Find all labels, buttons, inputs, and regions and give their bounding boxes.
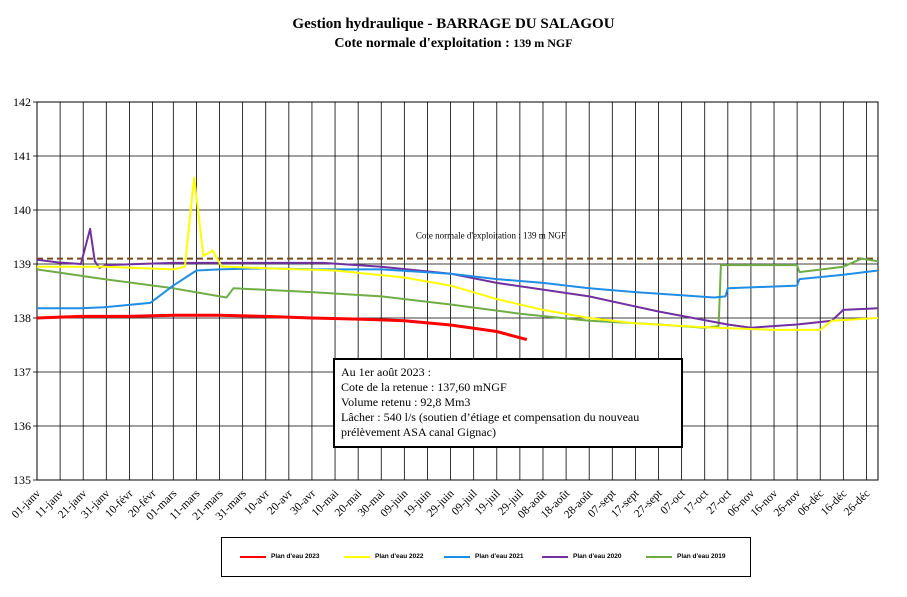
y-tick-label: 139 — [13, 257, 31, 271]
y-tick-label: 141 — [13, 149, 31, 163]
series-line — [37, 267, 879, 310]
info-line-volume: Volume retenu : 92,8 Mm3 — [341, 395, 471, 409]
y-tick-label: 142 — [13, 95, 31, 109]
y-tick-label: 138 — [13, 311, 31, 325]
x-tick-label: 26-déc — [842, 488, 873, 519]
legend-label: Plan d'eau 2019 — [677, 553, 726, 560]
legend-item: Plan d'eau 2023 — [240, 553, 320, 560]
legend-label: Plan d'eau 2022 — [375, 553, 424, 560]
legend-swatch — [444, 555, 470, 558]
info-line-release-cont: prélèvement ASA canal Gignac) — [341, 425, 496, 439]
series-line — [36, 257, 879, 329]
x-tick-label: 09-juil — [450, 488, 480, 518]
legend-item: Plan d'eau 2022 — [344, 553, 424, 560]
info-line-level: Cote de la retenue : 137,60 mNGF — [341, 380, 507, 394]
legend-label: Plan d'eau 2020 — [573, 553, 622, 560]
x-tick-label: 26-nov — [772, 487, 804, 519]
x-tick-label: 10-avr — [242, 488, 272, 518]
legend-item: Plan d'eau 2021 — [444, 553, 524, 560]
series-line — [36, 227, 879, 329]
y-tick-label: 140 — [13, 203, 31, 217]
legend-label: Plan d'eau 2021 — [475, 553, 524, 560]
info-line-date: Au 1er août 2023 : — [341, 365, 431, 379]
legend-label: Plan d'eau 2023 — [271, 553, 320, 560]
x-tick-label: 20-avr — [265, 488, 295, 518]
y-tick-label: 136 — [13, 419, 31, 433]
legend-swatch — [646, 555, 672, 558]
y-tick-label: 135 — [13, 473, 31, 487]
info-line-release: Lâcher : 540 l/s (soutien d’étiage et co… — [341, 410, 640, 424]
series-line — [36, 313, 528, 342]
subtitle-value: 139 m NGF — [513, 36, 573, 50]
legend-swatch — [344, 555, 370, 558]
legend-swatch — [240, 555, 266, 558]
legend-item: Plan d'eau 2020 — [542, 553, 622, 560]
chart-title: Gestion hydraulique - BARRAGE DU SALAGOU — [292, 16, 615, 32]
y-tick-label: 137 — [13, 365, 31, 379]
legend-swatch — [542, 555, 568, 558]
chart-legend: Plan d'eau 2023 Plan d'eau 2022 Plan d'eau… — [221, 537, 751, 577]
x-tick-label: 17-oct — [682, 487, 712, 517]
legend-item: Plan d'eau 2019 — [646, 553, 726, 560]
subtitle-prefix: Cote normale d'exploitation : — [334, 36, 514, 51]
x-tick-label: 07-oct — [658, 487, 688, 517]
chart-subtitle: Cote normale d'exploitation : 139 m NGF — [0, 36, 907, 52]
series-line — [37, 176, 879, 331]
reference-line-label: Cote normale d'exploitation : 139 m NGF — [416, 231, 566, 241]
x-tick-label: 19-juil — [473, 488, 503, 518]
info-box: Au 1er août 2023 : Cote de la retenue : … — [333, 358, 683, 448]
